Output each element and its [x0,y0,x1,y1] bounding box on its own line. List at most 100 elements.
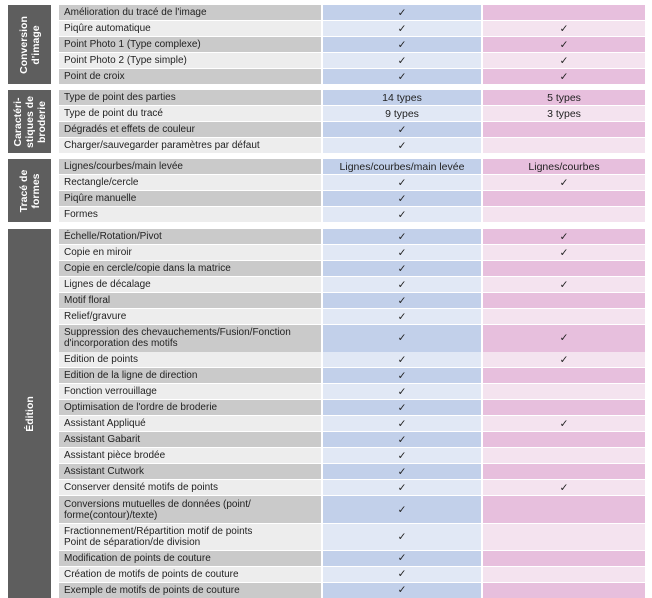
feature-name-line: Modification de points de couture [64,552,211,564]
section-label-text: Édition [24,396,36,432]
column-b-value [483,122,645,138]
feature-name: Point Photo 2 (Type simple) [59,53,321,69]
section-label-text: Caractéri-stiques de broderie [12,96,48,148]
table-row: Piqûre automatique ✓ ✓ [53,21,650,37]
column-a-value: ✓ [323,191,481,207]
column-b-value [483,464,645,480]
feature-name-line: Amélioration du tracé de l'image [64,7,207,19]
table-row: Piqûre manuelle ✓ [53,191,650,207]
table-row: Relief/gravure ✓ [53,309,650,325]
feature-name: Piqûre manuelle [59,191,321,207]
feature-name: Relief/gravure [59,309,321,325]
table-row: Type de point du tracé 9 types 3 types [53,106,650,122]
feature-name-line: Assistant Cutwork [64,466,145,478]
feature-name-line: Copie en cercle/copie dans la matrice [64,263,231,275]
column-a-value: ✓ [323,480,481,496]
feature-name: Formes [59,207,321,223]
column-a-value: ✓ [323,261,481,277]
feature-name: Assistant Cutwork [59,464,321,480]
feature-name: Lignes de décalage [59,277,321,293]
table-row: Copie en miroir ✓ ✓ [53,245,650,261]
feature-name: Exemple de motifs de points de couture [59,582,321,598]
column-b-value [483,191,645,207]
feature-name: Amélioration du tracé de l'image [59,5,321,21]
feature-name: Fractionnement/Répartition motif de poin… [59,523,321,551]
column-a-value: ✓ [323,582,481,598]
column-a-value: ✓ [323,175,481,191]
feature-name-line: Point de séparation/de division [64,536,201,548]
feature-name-line: Assistant pièce brodée [64,450,166,462]
table-row: Point Photo 2 (Type simple) ✓ ✓ [53,53,650,69]
column-a-value: Lignes/courbes/main levée [323,159,481,175]
column-a-value: ✓ [323,496,481,523]
table-row: Assistant pièce brodée ✓ [53,448,650,464]
feature-name: Dégradés et effets de couleur [59,122,321,138]
feature-name-line: Edition de la ligne de direction [64,370,198,382]
column-a-value: ✓ [323,53,481,69]
feature-name-line: Point de croix [64,71,125,83]
column-b-value: ✓ [483,53,645,69]
feature-name-line: Edition de points [64,354,138,366]
feature-name: Création de motifs de points de couture [59,566,321,583]
feature-name-line: Formes [64,209,98,221]
feature-name-line: Suppression des chevauchements/Fusion/Fo… [64,327,291,339]
column-a-value: ✓ [323,384,481,400]
table-row: Modification de points de couture ✓ [53,550,650,567]
table-row: Assistant Gabarit ✓ [53,432,650,448]
feature-name: Motif floral [59,293,321,309]
table-row: Création de motifs de points de couture ✓ [53,566,650,583]
column-b-value: Lignes/courbes [483,159,645,175]
column-a-value: ✓ [323,122,481,138]
column-a-value: ✓ [323,550,481,567]
column-b-value: ✓ [483,325,645,352]
section: Caractéri-stiques de broderie Type de poin… [8,90,650,154]
column-b-value [483,5,645,21]
feature-name-line: Dégradés et effets de couleur [64,124,196,136]
feature-name-line: Lignes/courbes/main levée [64,161,183,173]
table-row: Fonction verrouillage ✓ [53,384,650,400]
table-row: Dégradés et effets de couleur ✓ [53,122,650,138]
table-row: Amélioration du tracé de l'image ✓ [53,5,650,21]
feature-name-line: Conserver densité motifs de points [64,482,218,494]
feature-name-line: Motif floral [64,295,111,307]
feature-name: Type de point des parties [59,90,321,106]
feature-name: Rectangle/cercle [59,175,321,191]
table-row: Fractionnement/Répartition motif de poin… [53,523,650,551]
column-b-value [483,523,645,551]
feature-name-line: forme(contour)/texte) [64,509,158,521]
feature-name: Type de point du tracé [59,106,321,122]
column-a-value: ✓ [323,5,481,21]
column-b-value [483,550,645,567]
feature-name-line: Rectangle/cercle [64,177,139,189]
feature-name: Assistant pièce brodée [59,448,321,464]
column-a-value: 14 types [323,90,481,106]
section-label: Conversion d'image [8,5,51,85]
section-label-line: Tracé de [17,169,30,212]
table-row: Optimisation de l'ordre de broderie ✓ [53,400,650,416]
table-row: Échelle/Rotation/Pivot ✓ ✓ [53,229,650,245]
column-b-value [483,384,645,400]
feature-name: Suppression des chevauchements/Fusion/Fo… [59,325,321,352]
column-a-value: ✓ [323,464,481,480]
column-b-value [483,432,645,448]
column-a-value: ✓ [323,309,481,325]
table-row: Suppression des chevauchements/Fusion/Fo… [53,325,650,352]
column-a-value: ✓ [323,277,481,293]
column-b-value [483,448,645,464]
section-label-line: stiques de [23,95,36,148]
column-b-value [483,582,645,598]
feature-name-line: Type de point des parties [64,92,176,104]
column-a-value: ✓ [323,523,481,551]
column-a-value: ✓ [323,207,481,223]
feature-name: Optimisation de l'ordre de broderie [59,400,321,416]
column-b-value [483,400,645,416]
section-label-line: broderie [35,100,48,143]
section: Tracé de formes Lignes/courbes/main levée L… [8,159,650,223]
feature-name-line: Type de point du tracé [64,108,163,120]
section-label-line: formes [29,173,42,209]
column-b-value: ✓ [483,229,645,245]
table-row: Lignes/courbes/main levée Lignes/courbes/… [53,159,650,175]
column-a-value: ✓ [323,432,481,448]
table-row: Assistant Cutwork ✓ [53,464,650,480]
